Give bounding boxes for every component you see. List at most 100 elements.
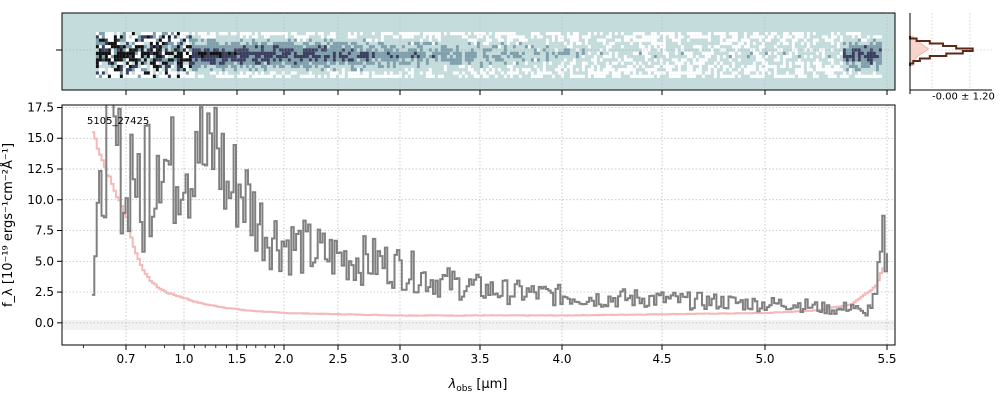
heatmap-cell (122, 35, 126, 39)
heatmap-cell (569, 41, 573, 46)
heatmap-cell (854, 41, 858, 46)
heatmap-cell (221, 38, 225, 42)
heatmap-cell (779, 74, 783, 78)
heatmap-cell (266, 68, 270, 72)
heatmap-cell (764, 32, 768, 36)
heatmap-cell (290, 74, 294, 78)
heatmap-cell (278, 74, 282, 78)
heatmap-cell (782, 74, 786, 78)
heatmap-cell (602, 74, 606, 78)
heatmap-cell (467, 74, 471, 78)
heatmap-cell (719, 35, 723, 39)
heatmap-cell (299, 35, 303, 39)
flux-spectrum-line (91, 105, 888, 317)
heatmap-cell (713, 41, 717, 46)
heatmap-cell (365, 64, 369, 69)
heatmap-cell (119, 51, 123, 55)
heatmap-cell (215, 38, 219, 42)
heatmap-cell (566, 41, 570, 46)
heatmap-cell (119, 48, 123, 52)
heatmap-cell (368, 55, 372, 59)
heatmap-cell (671, 45, 675, 49)
heatmap-cell (266, 58, 270, 62)
heatmap-cell (611, 51, 615, 55)
heatmap-cell (389, 32, 393, 36)
heatmap-cell (170, 48, 174, 52)
heatmap-cell (116, 32, 120, 36)
heatmap-cell (113, 38, 117, 42)
heatmap-cell (650, 64, 654, 69)
heatmap-cell (641, 35, 645, 39)
heatmap-cell (428, 58, 432, 62)
heatmap-cell (488, 41, 492, 46)
heatmap-cell (710, 68, 714, 72)
heatmap-cell (368, 38, 372, 42)
heatmap-cell (398, 71, 402, 75)
heatmap-cell (101, 64, 105, 69)
heatmap-cell (224, 74, 228, 78)
heatmap-cell (158, 64, 162, 69)
heatmap-cell (848, 55, 852, 59)
heatmap-cell (302, 71, 306, 75)
heatmap-cell (851, 64, 855, 69)
heatmap-cell (185, 71, 189, 75)
heatmap-cell (347, 35, 351, 39)
heatmap-cell (596, 55, 600, 59)
heatmap-cell (806, 68, 810, 72)
heatmap-cell (98, 48, 102, 52)
heatmap-cell (182, 38, 186, 42)
heatmap-cell (752, 58, 756, 62)
heatmap-cell (728, 35, 732, 39)
heatmap-cell (791, 41, 795, 46)
heatmap-cell (353, 35, 357, 39)
heatmap-cell (107, 61, 111, 65)
heatmap-cell (752, 51, 756, 55)
heatmap-cell (776, 64, 780, 69)
heatmap-cell (869, 71, 873, 75)
heatmap-cell (431, 32, 435, 36)
heatmap-cell (842, 51, 846, 55)
heatmap-cell (272, 61, 276, 65)
heatmap-cell (95, 68, 99, 72)
heatmap-cell (449, 38, 453, 42)
heatmap-cell (326, 32, 330, 36)
heatmap-cell (875, 48, 879, 52)
heatmap-cell (302, 64, 306, 69)
heatmap-cell (365, 38, 369, 42)
heatmap-cell (548, 38, 552, 42)
heatmap-cell (164, 55, 168, 59)
heatmap-cell (545, 64, 549, 69)
heatmap-cell (500, 45, 504, 49)
heatmap-cell (716, 45, 720, 49)
heatmap-cell (791, 51, 795, 55)
heatmap-cell (209, 74, 213, 78)
heatmap-cell (797, 51, 801, 55)
heatmap-cell (305, 58, 309, 62)
heatmap-cell (857, 58, 861, 62)
heatmap-cell (128, 35, 132, 39)
heatmap-cell (365, 71, 369, 75)
heatmap-cell (719, 58, 723, 62)
heatmap-cell (500, 32, 504, 36)
heatmap-cell (347, 74, 351, 78)
heatmap-cell (812, 38, 816, 42)
heatmap-cell (746, 41, 750, 46)
heatmap-cell (275, 45, 279, 49)
heatmap-cell (668, 68, 672, 72)
heatmap-cell (338, 68, 342, 72)
heatmap-cell (812, 41, 816, 46)
heatmap-cell (821, 45, 825, 49)
heatmap-cell (182, 58, 186, 62)
heatmap-cell (476, 74, 480, 78)
heatmap-cell (611, 64, 615, 69)
heatmap-cell (743, 41, 747, 46)
heatmap-cell (149, 41, 153, 46)
heatmap-cell (701, 51, 705, 55)
heatmap-cell (668, 45, 672, 49)
heatmap-cell (167, 32, 171, 36)
heatmap-cell (674, 51, 678, 55)
heatmap-cell (812, 45, 816, 49)
heatmap-cell (551, 61, 555, 65)
heatmap-cell (155, 58, 159, 62)
heatmap-cell (290, 64, 294, 69)
